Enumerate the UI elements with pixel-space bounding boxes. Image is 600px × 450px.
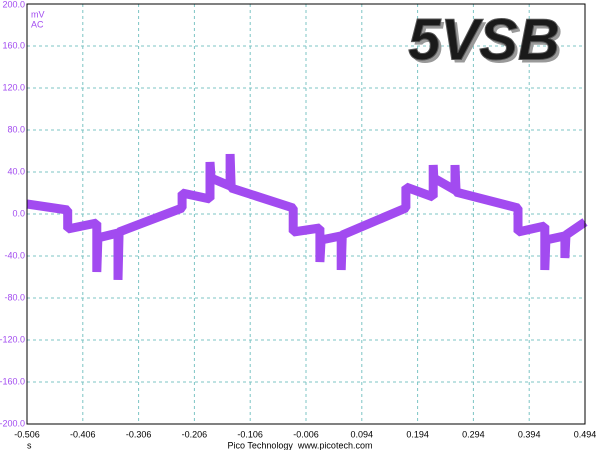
x-tick-label: -0.306 <box>126 429 152 439</box>
x-tick-label: 0.094 <box>351 429 374 439</box>
chart-title: 5VSB <box>408 7 560 72</box>
plot-frame <box>26 3 586 425</box>
x-tick-label: -0.106 <box>237 429 263 439</box>
y-tick-label: -160.0 <box>0 376 25 386</box>
x-tick-label: 0.494 <box>574 429 597 439</box>
y-tick-label: 160.0 <box>2 40 25 50</box>
y-tick-label: -200.0 <box>0 418 25 428</box>
y-tick-label: 0.0 <box>12 208 25 218</box>
x-unit: s <box>27 440 32 450</box>
title-shadow: 5VSB <box>411 10 563 75</box>
trace <box>26 153 588 281</box>
x-tick-label: -0.506 <box>14 429 40 439</box>
footer: Pico Technology www.picotech.com <box>228 440 373 450</box>
x-tick-label: -0.206 <box>182 429 208 439</box>
y-tick-label: -120.0 <box>0 334 25 344</box>
x-tick-label: 0.194 <box>406 429 429 439</box>
trace-line <box>26 153 588 281</box>
y-tick-label: 120.0 <box>2 82 25 92</box>
coupling: AC <box>31 19 44 29</box>
x-tick-label: 0.394 <box>518 429 541 439</box>
y-tick-label: 80.0 <box>7 124 25 134</box>
x-tick-label: -0.006 <box>293 429 319 439</box>
x-tick-label: 0.294 <box>462 429 485 439</box>
y-tick-label: 40.0 <box>7 166 25 176</box>
x-tick-label: -0.406 <box>70 429 96 439</box>
y-tick-label: -80.0 <box>4 292 25 302</box>
y-tick-label: 200.0 <box>2 0 25 9</box>
y-unit: mV <box>31 9 45 19</box>
y-tick-label: -40.0 <box>4 250 25 260</box>
